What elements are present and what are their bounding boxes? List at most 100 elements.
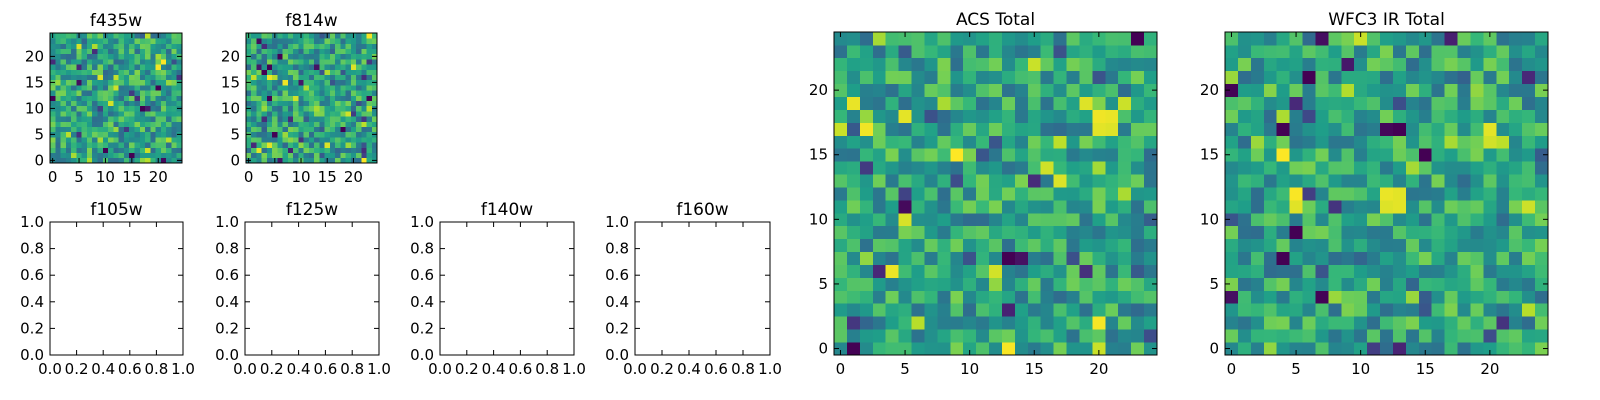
heatmap-cell: [366, 69, 373, 75]
heatmap-cell: [139, 79, 146, 86]
heatmap-cell: [1014, 199, 1029, 214]
heatmap-cell: [108, 116, 114, 122]
heatmap-cell: [1470, 148, 1484, 162]
heatmap-cell: [314, 121, 320, 127]
heatmap-cell: [1289, 199, 1303, 214]
heatmap-cell: [1105, 70, 1119, 85]
heatmap-cell: [1027, 212, 1042, 227]
heatmap-cell: [859, 199, 874, 214]
heatmap-cell: [1276, 109, 1290, 123]
heatmap-cell: [898, 342, 912, 356]
heatmap-cell: [92, 33, 98, 39]
heatmap-cell: [329, 100, 336, 107]
heatmap-cell: [1053, 277, 1067, 291]
heatmap-cell: [1470, 225, 1484, 240]
heatmap-cell: [319, 33, 325, 39]
heatmap-cell: [272, 64, 278, 70]
heatmap-cell: [1328, 264, 1342, 278]
heatmap-cell: [319, 95, 325, 101]
heatmap-cell: [846, 96, 861, 110]
heatmap-cell: [287, 85, 294, 91]
heatmap-cell: [350, 53, 357, 60]
heatmap-cell: [1302, 109, 1316, 123]
heatmap-cell: [885, 122, 899, 136]
heatmap-cell: [134, 116, 141, 122]
heatmap-cell: [129, 53, 135, 60]
heatmap-cell: [1302, 96, 1316, 110]
heatmap-cell: [846, 135, 861, 149]
heatmap-cell: [108, 157, 114, 164]
heatmap-cell: [834, 187, 848, 201]
heatmap-cell: [834, 303, 848, 317]
heatmap-cell: [872, 316, 887, 330]
heatmap-cell: [113, 137, 120, 143]
heatmap-cell: [108, 85, 114, 91]
heatmap-cell: [1014, 290, 1029, 304]
heatmap-cell: [1289, 135, 1303, 149]
heatmap-cell: [81, 147, 88, 153]
y-tick-label: 0.8: [410, 240, 434, 258]
heatmap-cell: [1001, 148, 1016, 162]
heatmap-cell: [989, 316, 1003, 330]
heatmap-cell: [251, 137, 257, 143]
heatmap-cell: [256, 131, 263, 138]
heatmap-cell: [950, 329, 964, 343]
heatmap-cell: [108, 90, 114, 96]
heatmap-cell: [329, 116, 336, 122]
heatmap-cell: [176, 121, 183, 127]
heatmap-cell: [150, 126, 156, 133]
heatmap-cell: [1522, 303, 1536, 317]
heatmap-cell: [282, 131, 289, 138]
heatmap-cell: [1105, 109, 1119, 123]
heatmap-cell: [872, 148, 887, 162]
heatmap-cell: [108, 38, 114, 44]
heatmap-cell: [113, 100, 120, 107]
heatmap-cell: [55, 126, 61, 133]
heatmap-cell: [1040, 290, 1055, 304]
heatmap-cell: [1354, 342, 1368, 356]
heatmap-cell: [1092, 290, 1106, 304]
heatmap-cell: [102, 152, 109, 159]
heatmap-cell: [60, 38, 67, 44]
heatmap-cell: [1380, 109, 1394, 123]
heatmap-cell: [872, 96, 887, 110]
heatmap-cell: [329, 59, 336, 65]
heatmap-cell: [324, 111, 331, 117]
heatmap-cell: [108, 64, 114, 70]
heatmap-cell: [1289, 329, 1303, 343]
heatmap-cell: [1496, 199, 1510, 214]
heatmap-cell: [335, 137, 341, 143]
heatmap-cell: [314, 126, 320, 133]
heatmap-cell: [911, 135, 925, 149]
heatmap-cell: [356, 137, 362, 143]
heatmap-cells: [246, 33, 378, 164]
heatmap-cell: [1315, 148, 1329, 162]
heatmap-cell: [272, 69, 278, 75]
heatmap-cell: [371, 137, 378, 143]
heatmap-cell: [102, 90, 109, 96]
heatmap-cell: [340, 64, 346, 70]
heatmap-cell: [176, 33, 183, 39]
heatmap-cell: [963, 96, 977, 110]
x-tick-label: 5: [74, 168, 84, 186]
heatmap-cell: [1457, 57, 1471, 72]
heatmap-cell: [1237, 109, 1252, 123]
heatmap-cell: [859, 109, 874, 123]
heatmap-cell: [1302, 83, 1316, 97]
heatmap-cell: [1392, 342, 1407, 356]
heatmap-cell: [1367, 83, 1381, 97]
heatmap-cell: [314, 79, 320, 86]
heatmap-cell: [1380, 316, 1394, 330]
heatmap-cell: [1354, 212, 1368, 227]
heatmap-cell: [834, 290, 848, 304]
heatmap-cell: [251, 59, 257, 65]
heatmap-cell: [1380, 187, 1394, 201]
heatmap-cell: [1144, 316, 1158, 330]
heatmap-cell: [924, 290, 938, 304]
heatmap-cell: [1276, 316, 1290, 330]
heatmap-cell: [1496, 135, 1510, 149]
heatmap-cell: [261, 157, 268, 164]
heatmap-cell: [1144, 32, 1158, 46]
heatmap-cell: [1522, 316, 1536, 330]
heatmap-cell: [885, 303, 899, 317]
